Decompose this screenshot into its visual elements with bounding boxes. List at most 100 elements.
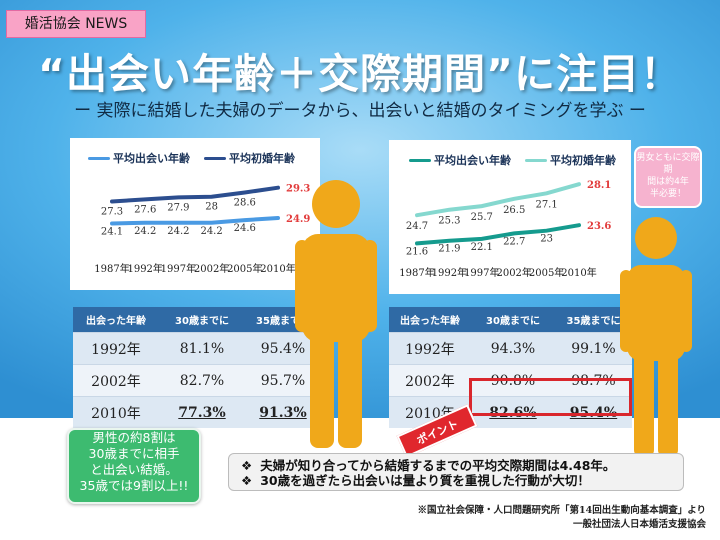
female-line-chart: 21.6 21.9 22.1 22.7 23 23.6 24.7 25.3 25.7 26.5 27… [399, 180, 611, 279]
male-chart-legend: 平均出会い年齢 平均初婚年齢 [88, 150, 295, 166]
table-header-row: 出会った年齢 30歳までに 35歳までに [73, 307, 321, 333]
data-label: 24.6 [234, 223, 256, 234]
table-cell: 1992年 [389, 332, 471, 365]
note-line: 半必要！ [649, 189, 686, 199]
male-figure-icon [295, 180, 377, 448]
table-cell: 2002年 [73, 364, 159, 397]
legend-swatch [525, 158, 547, 162]
x-tick-label: 2002年 [194, 262, 229, 275]
legend-label: 平均初婚年齢 [550, 154, 616, 167]
series-line [415, 223, 581, 246]
x-tick-label: 1992年 [127, 262, 162, 275]
end-value-label: 23.6 [587, 221, 611, 232]
source-line: 一般社団法人日本婚活支援協会 [572, 519, 706, 530]
data-label: 23 [540, 234, 553, 245]
table-row: 2002年 90.8% 98.7% [389, 364, 632, 397]
table-cell: 94.3% [471, 332, 555, 365]
data-label: 28.6 [234, 198, 256, 209]
legend-swatch [88, 156, 110, 160]
female-chart-legend: 平均出会い年齢 平均初婚年齢 [409, 152, 616, 168]
legend-item: 平均出会い年齢 [409, 152, 511, 168]
legend-item: 平均初婚年齢 [525, 152, 616, 168]
table-cell: 81.1% [159, 332, 245, 365]
series-line [110, 185, 280, 204]
table-header: 出会った年齢 [73, 307, 159, 333]
data-label: 24.2 [200, 226, 222, 237]
note-line: 男性の約8割は [92, 430, 176, 445]
end-value-label: 24.9 [286, 214, 310, 225]
data-label: 24.2 [134, 226, 156, 237]
data-label: 22.7 [503, 236, 525, 247]
legend-swatch [409, 158, 431, 162]
end-value-label: 29.3 [286, 184, 310, 195]
bullet-diamond-icon: ❖ [241, 473, 253, 488]
female-chart-panel: 平均出会い年齢 平均初婚年齢 21.6 21.9 22.1 22.7 23 23.6 24.… [389, 140, 631, 294]
table-cell: 2010年 [73, 396, 159, 428]
source-line: ※国立社会保障・人口問題研究所「第14回出生動向基本調査」より [417, 505, 706, 516]
x-tick-label: 2010年 [561, 266, 596, 279]
x-tick-label: 2010年 [260, 262, 295, 275]
x-tick-label: 2005年 [227, 262, 262, 275]
data-label: 22.1 [471, 242, 493, 253]
data-label: 27.1 [535, 199, 557, 210]
end-value-label: 28.1 [587, 180, 611, 191]
table-header-row: 出会った年齢 30歳までに 35歳までに [389, 307, 632, 333]
x-tick-label: 1992年 [432, 266, 467, 279]
table-cell-highlight: 77.3% [159, 396, 245, 428]
note-line: 35歳では9割以上!! [79, 478, 189, 493]
female-figure-icon [620, 217, 692, 457]
table-cell: 99.1% [555, 332, 632, 365]
note-line: 間は約4年 [647, 177, 689, 187]
legend-label: 平均初婚年齢 [229, 152, 295, 165]
table-row: 1992年 81.1% 95.4% [73, 332, 321, 365]
bullet-text: 夫婦が知り合ってから結婚するまでの平均交際期間は4.48年。 [260, 458, 616, 473]
table-cell: 95.4% [245, 332, 321, 365]
key-points-box: ❖ 夫婦が知り合ってから結婚するまでの平均交際期間は4.48年。 ❖ 30歳を過ぎた… [228, 453, 684, 491]
x-tick-label: 1997年 [161, 262, 196, 275]
table-cell: 82.7% [159, 364, 245, 397]
data-label: 24.2 [167, 226, 189, 237]
data-label: 25.7 [471, 212, 493, 223]
bullet-text: 30歳を過ぎたら出会いは量より質を重視した行動が大切！ [260, 473, 590, 488]
note-line: 30歳までに相手 [88, 446, 180, 461]
x-tick-label: 1997年 [464, 266, 499, 279]
news-badge: 婚活協会 NEWS [6, 10, 146, 38]
data-label: 21.6 [406, 246, 428, 257]
series-line [415, 182, 581, 218]
data-label: 26.5 [503, 205, 525, 216]
data-label: 24.7 [406, 221, 428, 232]
x-tick-label: 1987年 [399, 266, 434, 279]
data-label: 25.3 [438, 216, 460, 227]
table-header: 出会った年齢 [389, 307, 471, 333]
legend-item: 平均出会い年齢 [88, 150, 190, 166]
table-cell: 1992年 [73, 332, 159, 365]
x-tick-label: 2005年 [529, 266, 564, 279]
series-line [110, 216, 280, 226]
data-label: 27.3 [101, 207, 123, 218]
table-cell: 2002年 [389, 364, 471, 397]
female-note: 男女ともに交際期 間は約4年 半必要！ [634, 146, 702, 208]
legend-item: 平均初婚年齢 [204, 150, 295, 166]
male-line-chart: 24.1 24.2 24.2 24.2 24.6 24.9 27.3 27.6 27.9 28 28… [94, 184, 310, 275]
male-chart-panel: 平均出会い年齢 平均初婚年齢 24.1 24.2 24.2 24.2 24.6 24.9 2… [70, 138, 320, 290]
x-tick-label: 2002年 [496, 266, 531, 279]
table-header: 30歳までに [471, 307, 555, 333]
data-label: 28 [205, 202, 218, 213]
male-rate-table: 出会った年齢 30歳までに 35歳までに 1992年 81.1% 95.4% 2… [73, 307, 321, 428]
table-row: 2002年 82.7% 95.7% [73, 364, 321, 397]
note-line: 男女ともに交際期 [636, 153, 700, 175]
table-cell-highlight: 82.6% [471, 396, 555, 428]
page-subtitle: ー 実際に結婚した夫婦のデータから、出会いと結婚のタイミングを学ぶ ー [74, 101, 646, 121]
note-line: と出会い結婚。 [90, 462, 178, 477]
table-cell-highlight: 91.3% [245, 396, 321, 428]
data-label: 27.6 [134, 204, 156, 215]
data-label: 24.1 [101, 227, 123, 238]
source-note: ※国立社会保障・人口問題研究所「第14回出生動向基本調査」より 一般社団法人日本… [417, 504, 706, 532]
bullet-item: ❖ 夫婦が知り合ってから結婚するまでの平均交際期間は4.48年。 [241, 458, 671, 473]
highlight-box [469, 378, 632, 416]
legend-swatch [204, 156, 226, 160]
table-cell: 95.7% [245, 364, 321, 397]
x-tick-label: 1987年 [94, 262, 129, 275]
page-title: “出会い年齢＋交際期間”に注目！ [38, 50, 682, 98]
